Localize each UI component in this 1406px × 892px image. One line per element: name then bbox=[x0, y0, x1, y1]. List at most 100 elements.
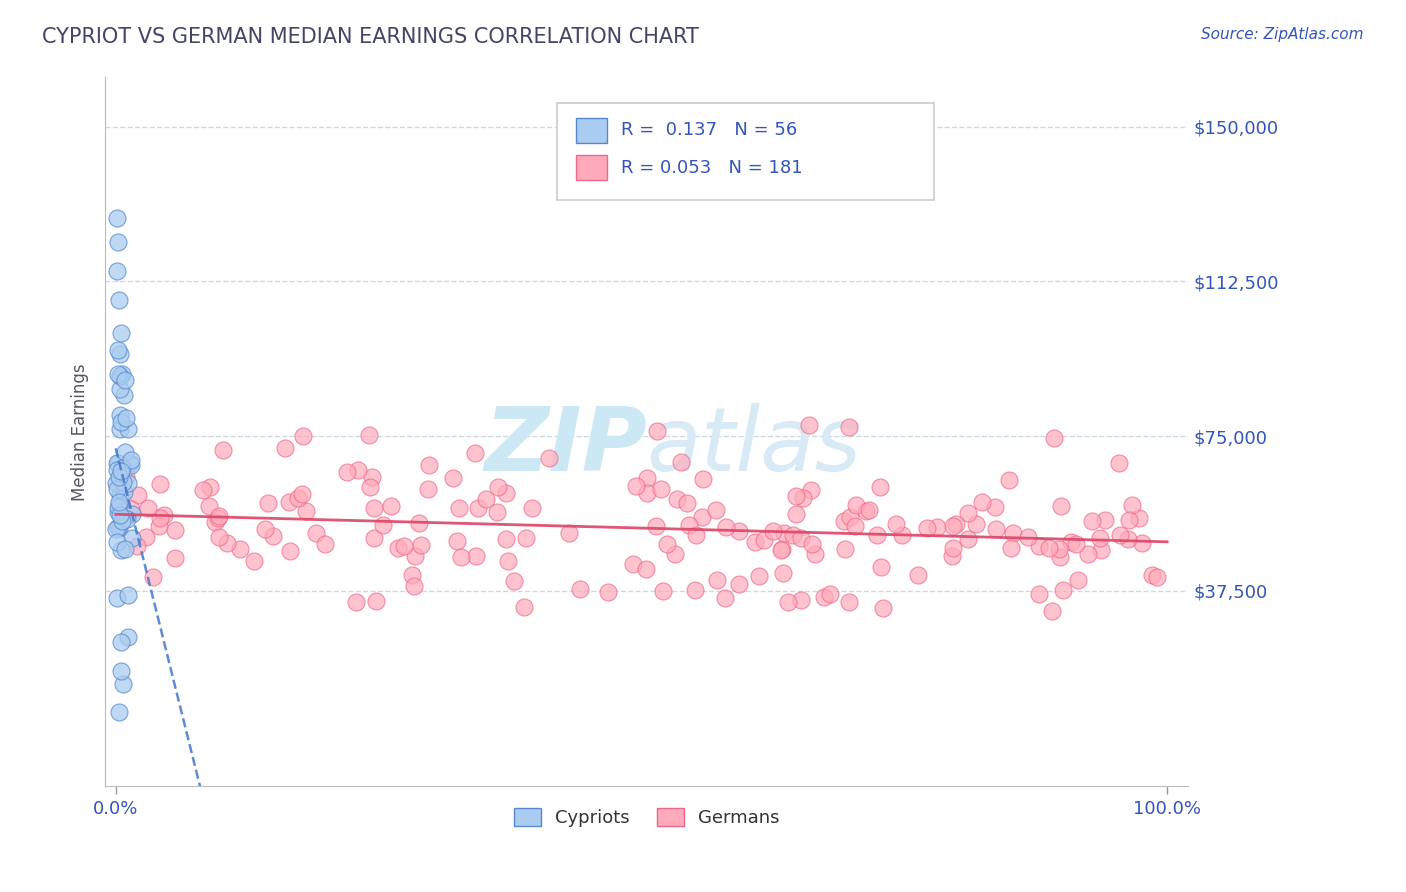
Point bbox=[111, 514, 134, 528]
Point bbox=[1050, 499, 1073, 513]
Point bbox=[522, 501, 544, 516]
Point bbox=[495, 486, 517, 500]
Point bbox=[120, 458, 142, 473]
Point bbox=[107, 343, 129, 357]
Point bbox=[149, 511, 172, 525]
Point bbox=[262, 528, 284, 542]
Point bbox=[692, 472, 714, 486]
Text: Source: ZipAtlas.com: Source: ZipAtlas.com bbox=[1201, 27, 1364, 42]
Point bbox=[207, 511, 229, 525]
Point bbox=[486, 480, 509, 494]
Point bbox=[314, 537, 336, 551]
Point bbox=[105, 264, 128, 278]
Point bbox=[336, 465, 359, 479]
Point bbox=[942, 519, 965, 533]
Point bbox=[1140, 568, 1163, 582]
Point bbox=[1077, 547, 1099, 561]
Point bbox=[941, 549, 963, 563]
Point bbox=[785, 507, 807, 521]
Point bbox=[503, 574, 526, 589]
Point bbox=[105, 475, 128, 490]
Point bbox=[107, 367, 129, 381]
Point bbox=[110, 664, 132, 678]
Point bbox=[869, 559, 891, 574]
Point bbox=[110, 499, 132, 513]
Point bbox=[645, 519, 668, 533]
Point bbox=[748, 569, 770, 583]
Point bbox=[344, 594, 367, 608]
Point bbox=[965, 516, 987, 531]
Text: atlas: atlas bbox=[647, 403, 862, 489]
Point bbox=[872, 600, 894, 615]
Point bbox=[416, 483, 439, 497]
Point bbox=[664, 548, 686, 562]
Point bbox=[105, 483, 128, 497]
Point bbox=[363, 531, 385, 545]
Point bbox=[1067, 573, 1090, 587]
Point bbox=[115, 410, 138, 425]
Point bbox=[110, 415, 132, 429]
Point bbox=[105, 463, 128, 477]
Point bbox=[884, 516, 907, 531]
Point bbox=[621, 557, 644, 571]
Point bbox=[418, 458, 440, 472]
Point bbox=[890, 528, 912, 542]
Point bbox=[208, 509, 231, 524]
Point bbox=[1146, 570, 1168, 584]
Point bbox=[278, 544, 301, 558]
Point bbox=[1017, 530, 1039, 544]
Point bbox=[256, 496, 278, 510]
Point bbox=[120, 456, 142, 470]
Point bbox=[387, 541, 409, 556]
Point bbox=[404, 549, 426, 563]
Point bbox=[292, 429, 315, 443]
Point bbox=[117, 588, 139, 602]
Point bbox=[111, 475, 134, 490]
Point bbox=[704, 503, 727, 517]
Point bbox=[770, 542, 793, 557]
Point bbox=[107, 505, 129, 519]
Text: R = 0.053   N = 181: R = 0.053 N = 181 bbox=[621, 159, 803, 177]
Point bbox=[858, 503, 880, 517]
Point bbox=[107, 456, 129, 470]
Point bbox=[652, 584, 675, 599]
Point bbox=[408, 516, 430, 531]
Point bbox=[772, 542, 794, 557]
Point bbox=[818, 587, 841, 601]
Point bbox=[363, 500, 385, 515]
Point bbox=[1118, 513, 1140, 527]
Point bbox=[447, 500, 470, 515]
Point bbox=[114, 373, 136, 387]
Point bbox=[869, 480, 891, 494]
Point bbox=[645, 425, 668, 439]
Point bbox=[110, 635, 132, 649]
Point bbox=[347, 463, 370, 477]
Point bbox=[800, 483, 823, 497]
Point bbox=[446, 534, 468, 549]
Point bbox=[1081, 514, 1104, 528]
Point bbox=[108, 521, 131, 535]
Point bbox=[127, 488, 149, 502]
Text: R =  0.137   N = 56: R = 0.137 N = 56 bbox=[621, 121, 797, 139]
Point bbox=[112, 485, 135, 500]
Point bbox=[135, 529, 157, 543]
Point bbox=[728, 577, 751, 591]
Point bbox=[626, 479, 648, 493]
Point bbox=[838, 420, 860, 434]
Point bbox=[496, 554, 519, 568]
Point bbox=[845, 498, 868, 512]
Point bbox=[108, 422, 131, 436]
Point bbox=[1128, 510, 1150, 524]
Point bbox=[291, 487, 314, 501]
Point bbox=[211, 443, 233, 458]
Point bbox=[513, 599, 536, 614]
Point bbox=[1052, 583, 1074, 598]
Point bbox=[744, 535, 766, 549]
Point bbox=[596, 584, 619, 599]
Point bbox=[148, 477, 170, 491]
Point bbox=[136, 500, 159, 515]
Point bbox=[191, 483, 214, 498]
Point bbox=[942, 541, 965, 556]
Point bbox=[107, 534, 129, 549]
Point bbox=[866, 528, 889, 542]
